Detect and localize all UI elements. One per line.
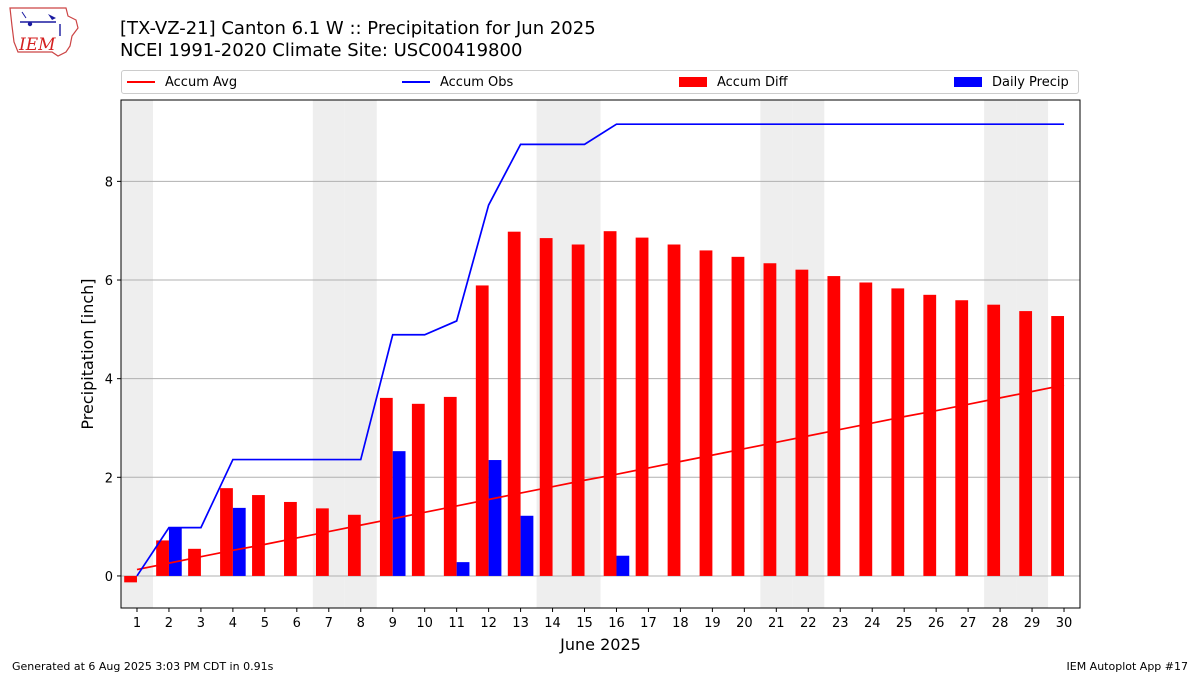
bar-accum-diff [124, 575, 137, 583]
y-tick-label: 8 [105, 175, 113, 190]
x-tick-label: 18 [672, 616, 689, 631]
legend-item-accum-avg: Accum Avg [127, 71, 237, 93]
chart-title: [TX-VZ-21] Canton 6.1 W :: Precipitation… [120, 18, 596, 39]
legend-item-accum-diff: Accum Diff [679, 71, 788, 93]
legend-item-daily-precip: Daily Precip [954, 71, 1069, 93]
bar-accum-diff [315, 508, 329, 576]
x-tick-label: 5 [261, 616, 269, 631]
x-tick-label: 8 [357, 616, 365, 631]
legend-label: Accum Obs [440, 74, 514, 90]
bar-daily-precip [616, 555, 630, 576]
y-tick-label: 2 [105, 471, 113, 486]
y-tick-label: 4 [105, 373, 113, 388]
bar-accum-diff [156, 540, 169, 576]
legend-swatch-accum-diff [679, 77, 707, 87]
bar-accum-diff [731, 256, 745, 576]
x-tick-label: 28 [992, 616, 1009, 631]
bar-daily-precip [232, 507, 246, 576]
legend-label: Accum Avg [165, 74, 238, 90]
bar-accum-diff [379, 397, 393, 576]
bar-accum-diff [699, 250, 713, 576]
legend-label: Daily Precip [992, 74, 1069, 90]
legend: Accum Avg Accum Obs Accum Diff Daily Pre… [121, 70, 1079, 94]
bar-accum-diff [475, 285, 489, 576]
x-tick-label: 2 [165, 616, 173, 631]
bar-accum-diff [763, 263, 777, 576]
plot-frame [120, 99, 1081, 609]
x-tick-label: 27 [960, 616, 977, 631]
bar-accum-diff [635, 237, 649, 576]
x-tick-label: 17 [640, 616, 657, 631]
svg-text:IEM: IEM [18, 35, 56, 55]
x-tick-label: 15 [576, 616, 593, 631]
x-tick-label: 20 [736, 616, 753, 631]
x-tick-label: 14 [544, 616, 561, 631]
bar-accum-diff [411, 403, 425, 576]
x-tick-label: 11 [448, 616, 465, 631]
bar-accum-diff [987, 304, 1001, 576]
footer-app-id: IEM Autoplot App #17 [1066, 660, 1189, 673]
bar-accum-diff [859, 282, 873, 576]
x-tick-label: 6 [293, 616, 301, 631]
iem-logo: IEM [9, 7, 79, 57]
bar-accum-diff [795, 269, 809, 576]
bar-daily-precip [392, 451, 406, 576]
bar-accum-diff [539, 238, 553, 576]
x-tick-label: 12 [480, 616, 497, 631]
x-tick-label: 24 [864, 616, 881, 631]
bar-accum-diff [955, 300, 969, 576]
legend-item-accum-obs: Accum Obs [402, 71, 513, 93]
legend-swatch-accum-avg [127, 81, 155, 83]
x-tick-label: 26 [928, 616, 945, 631]
bar-daily-precip [168, 527, 182, 576]
bar-accum-diff [347, 514, 361, 576]
bar-accum-diff [1051, 316, 1065, 576]
bar-accum-diff [220, 488, 233, 576]
x-tick-label: 29 [1024, 616, 1041, 631]
x-tick-label: 3 [197, 616, 205, 631]
bar-accum-diff [827, 276, 841, 576]
x-tick-label: 7 [325, 616, 333, 631]
bar-accum-diff [571, 244, 585, 576]
line-accum-obs [136, 123, 1065, 577]
line-accum-avg [136, 384, 1065, 571]
legend-label: Accum Diff [717, 74, 788, 90]
x-tick-label: 23 [832, 616, 849, 631]
bar-daily-precip [456, 562, 470, 576]
bar-accum-diff [891, 288, 905, 576]
x-tick-label: 13 [512, 616, 529, 631]
x-tick-label: 25 [896, 616, 913, 631]
y-tick-label: 6 [105, 274, 113, 289]
bar-accum-diff [443, 396, 457, 576]
bar-accum-diff [603, 231, 617, 576]
x-tick-label: 1 [133, 616, 141, 631]
x-tick-label: 9 [389, 616, 397, 631]
bar-daily-precip [488, 460, 502, 576]
weekend-band [121, 100, 153, 608]
x-tick-label: 30 [1056, 616, 1073, 631]
x-tick-label: 4 [229, 616, 237, 631]
bar-accum-diff [667, 244, 681, 576]
bar-accum-diff [923, 294, 937, 576]
bar-accum-diff [252, 495, 265, 576]
x-tick-label: 16 [608, 616, 625, 631]
chart-subtitle: NCEI 1991-2020 Climate Site: USC00419800 [120, 40, 523, 61]
y-tick-label: 0 [105, 570, 113, 585]
y-axis-label: Precipitation [inch] [78, 278, 97, 429]
x-tick-label: 10 [416, 616, 433, 631]
x-tick-label: 21 [768, 616, 785, 631]
x-tick-label: 19 [704, 616, 721, 631]
legend-swatch-accum-obs [402, 81, 430, 83]
x-axis-label: June 2025 [559, 635, 641, 654]
bar-accum-diff [1019, 311, 1033, 576]
footer-generated: Generated at 6 Aug 2025 3:03 PM CDT in 0… [12, 660, 274, 673]
bar-accum-diff [507, 231, 521, 576]
x-tick-label: 22 [800, 616, 817, 631]
legend-swatch-daily-precip [954, 77, 982, 87]
bar-daily-precip [520, 515, 534, 576]
bar-accum-diff [188, 548, 201, 576]
